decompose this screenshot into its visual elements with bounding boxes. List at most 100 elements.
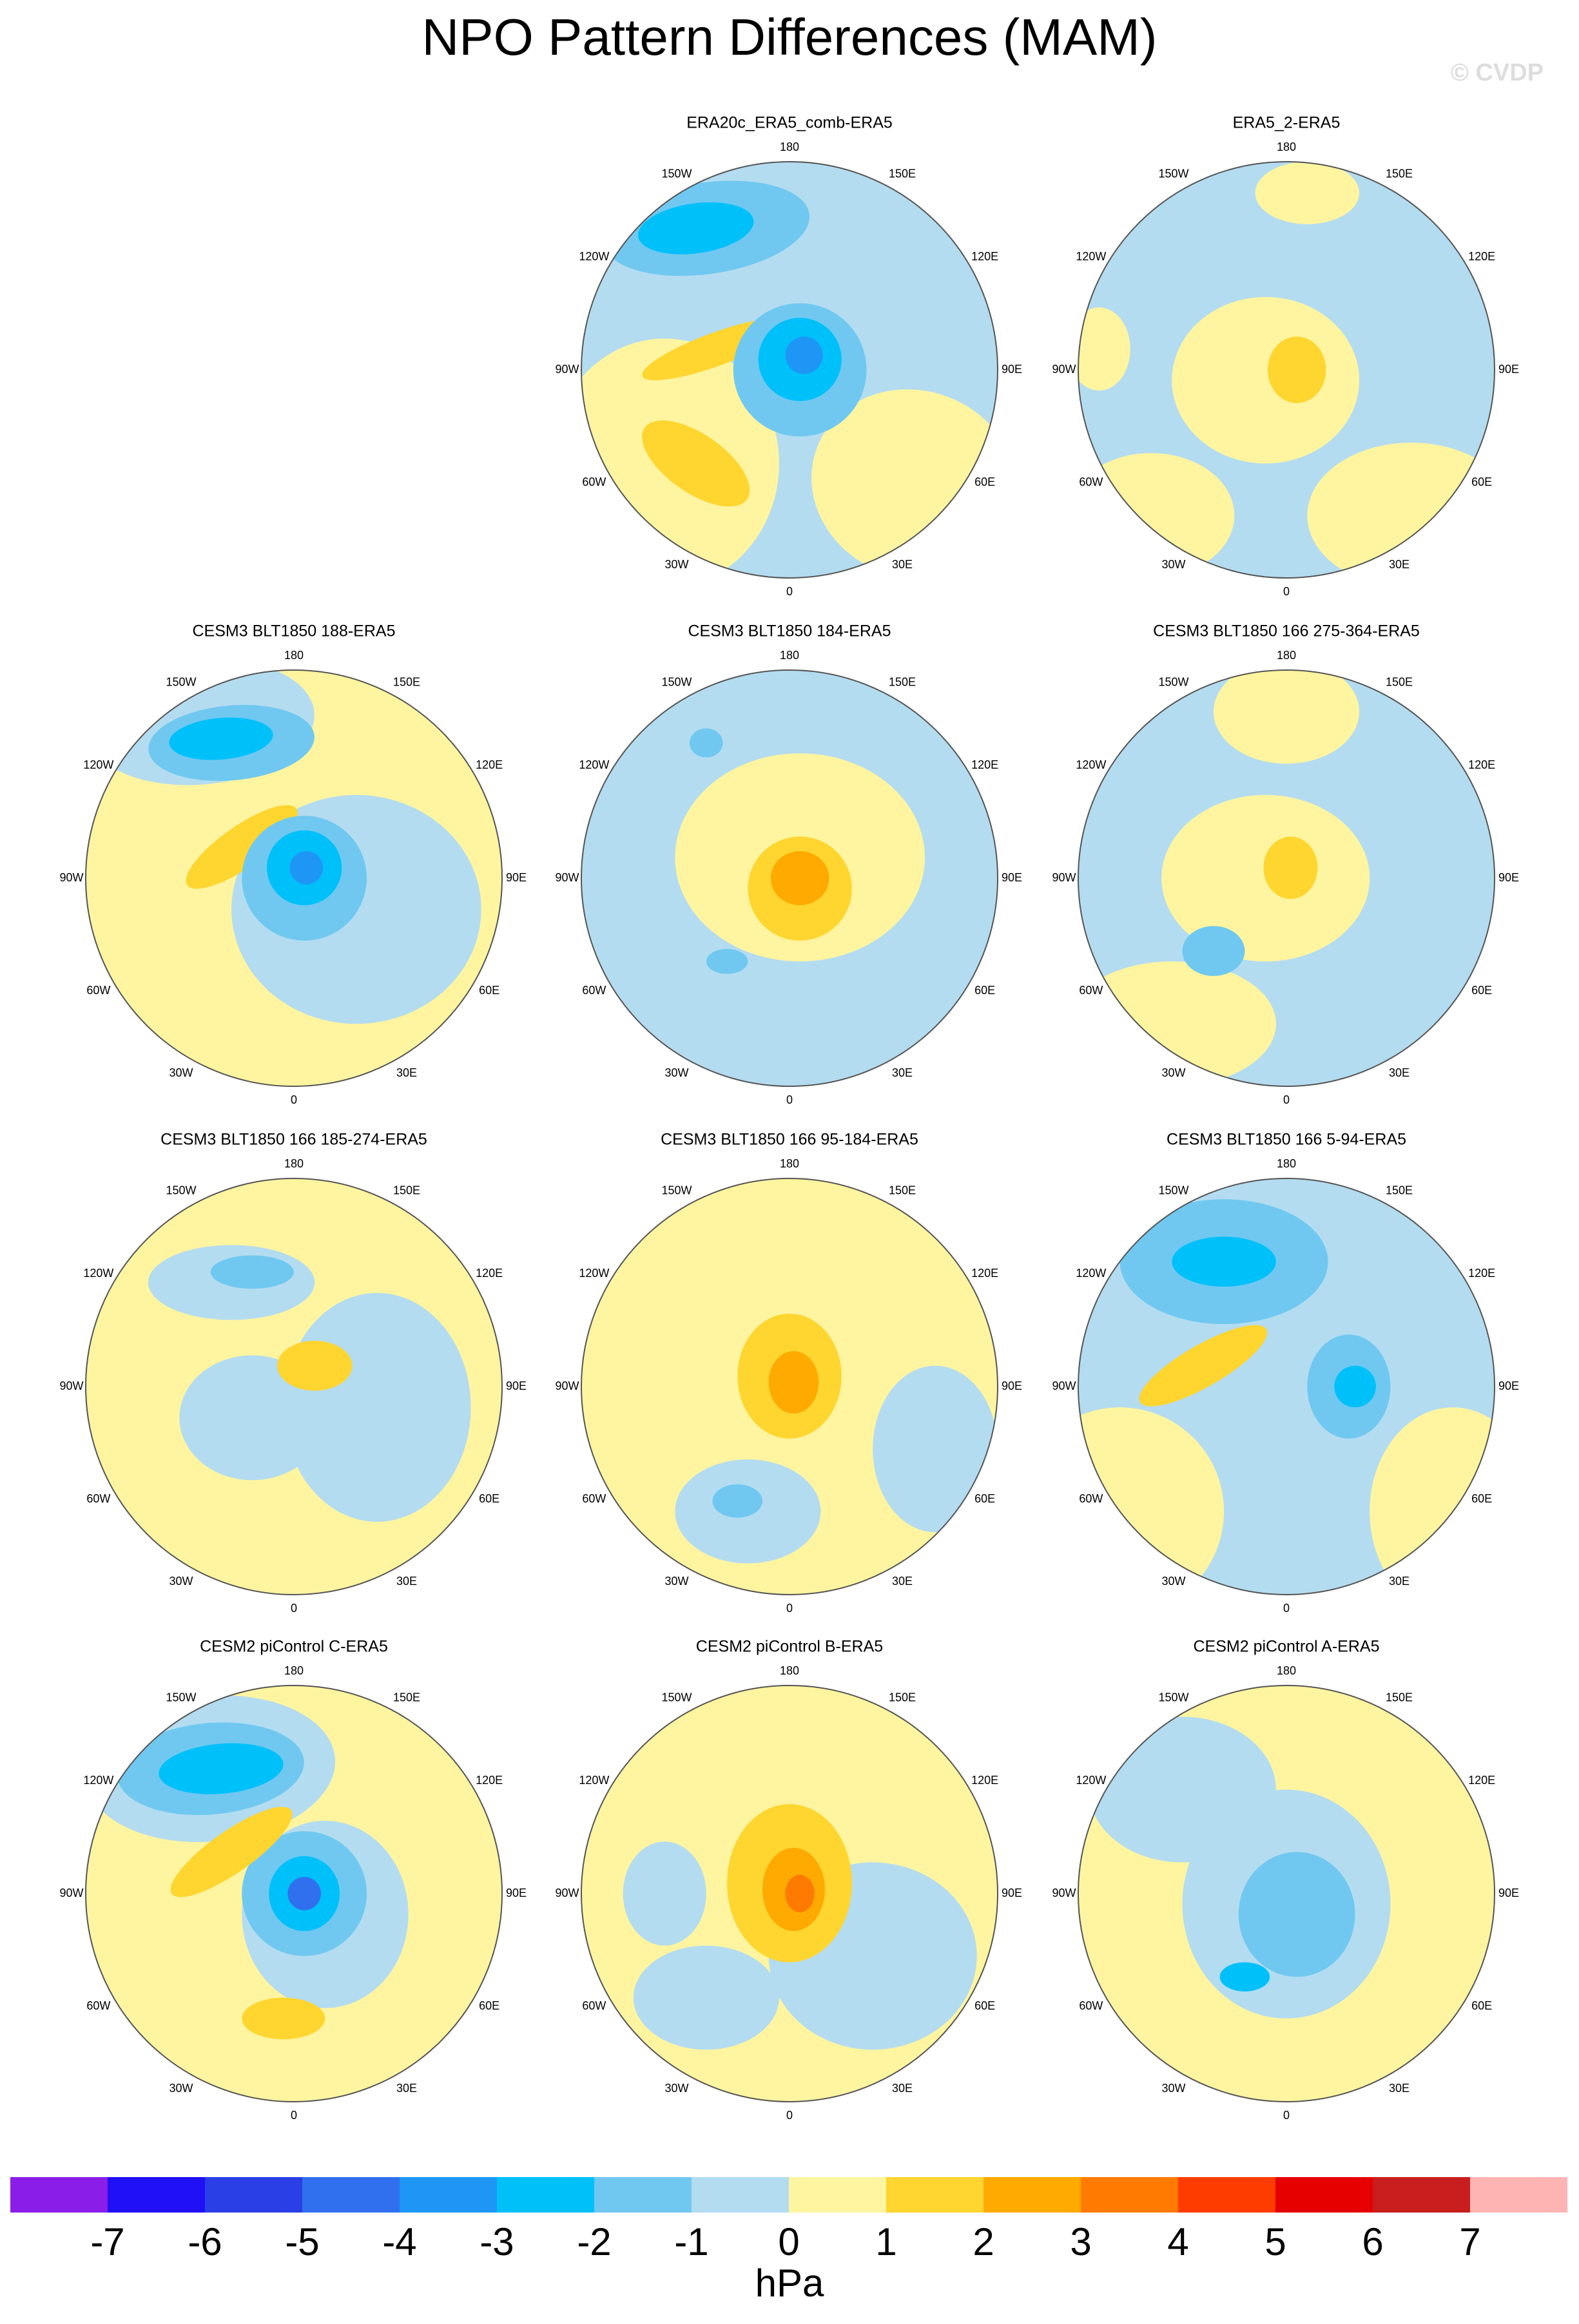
colorbar-label: -2 bbox=[577, 2220, 611, 2263]
longitude-label: 0 bbox=[786, 1093, 793, 1106]
longitude-label: 150E bbox=[1386, 676, 1413, 689]
longitude-label: 120E bbox=[1468, 1774, 1495, 1787]
longitude-label: 120W bbox=[1076, 1267, 1106, 1280]
colorbar-box bbox=[1373, 2177, 1470, 2213]
longitude-label: 0 bbox=[291, 1093, 297, 1106]
field-contour bbox=[186, 805, 298, 889]
longitude-label: 30W bbox=[169, 2082, 193, 2095]
longitude-label: 180 bbox=[1277, 140, 1296, 153]
colorbar-box bbox=[983, 2177, 1081, 2213]
colorbar-label: -7 bbox=[90, 2220, 124, 2263]
map-border bbox=[581, 669, 998, 1087]
longitude-label: 150E bbox=[1386, 168, 1413, 180]
longitude-label: 120W bbox=[579, 1267, 609, 1280]
map-field bbox=[581, 670, 998, 1086]
field-contour bbox=[1213, 670, 1360, 764]
longitude-label: 150W bbox=[166, 676, 196, 689]
field-contour bbox=[1172, 296, 1360, 464]
map-field bbox=[1078, 670, 1495, 1086]
field-contour bbox=[1307, 443, 1495, 578]
longitude-label: 180 bbox=[1277, 1157, 1296, 1170]
longitude-label: 90W bbox=[555, 871, 579, 884]
map-panel: CESM2 piControl A-ERA5 180 150E 120E 90E 60E 3… bbox=[1052, 1638, 1519, 2122]
colorbar-label: 6 bbox=[1362, 2220, 1383, 2263]
field-contour bbox=[277, 1340, 353, 1391]
field-contour bbox=[1078, 307, 1130, 391]
longitude-label: 180 bbox=[1277, 1664, 1296, 1677]
longitude-label: 30W bbox=[169, 1575, 193, 1588]
map-panel: CESM3 BLT1850 166 5-94-ERA5 180 150E 120E 90… bbox=[1052, 1131, 1519, 1615]
longitude-label: 180 bbox=[780, 1157, 799, 1170]
longitude-label: 30W bbox=[664, 558, 688, 571]
longitude-label: 150E bbox=[889, 168, 916, 180]
longitude-label: 60E bbox=[1471, 1492, 1492, 1505]
panel-title: CESM3 BLT1850 166 5-94-ERA5 bbox=[1167, 1131, 1406, 1149]
field-contour bbox=[633, 1945, 779, 2050]
longitude-label: 30W bbox=[664, 2082, 688, 2095]
map-panel: CESM3 BLT1850 188-ERA5 180 150E 120E 90E 60E 3… bbox=[59, 622, 527, 1106]
map-panel: CESM3 BLT1850 166 275-364-ERA5 180 150E 120… bbox=[1052, 622, 1519, 1106]
longitude-label: 90E bbox=[1498, 871, 1519, 884]
colorbar-label: 1 bbox=[875, 2220, 896, 2263]
longitude-label: 150W bbox=[661, 1184, 692, 1197]
field-contour bbox=[1334, 1365, 1376, 1408]
map-field bbox=[1078, 1685, 1495, 2102]
colorbar-box bbox=[302, 2177, 400, 2213]
field-contour bbox=[1219, 1962, 1270, 1992]
longitude-label: 120E bbox=[476, 1774, 503, 1787]
longitude-label: 150W bbox=[661, 1691, 692, 1704]
map-field bbox=[581, 162, 998, 578]
longitude-label: 120W bbox=[1076, 1774, 1106, 1787]
longitude-label: 30E bbox=[892, 1575, 913, 1588]
colorbar-label: -6 bbox=[188, 2220, 222, 2263]
panel-title: CESM3 BLT1850 188-ERA5 bbox=[193, 622, 396, 640]
panel-title: ERA5_2-ERA5 bbox=[1233, 114, 1341, 132]
longitude-label: 150W bbox=[1158, 1184, 1188, 1197]
colorbar-box bbox=[1275, 2177, 1373, 2213]
map-border bbox=[85, 1685, 503, 2102]
colorbar-box bbox=[497, 2177, 594, 2213]
longitude-label: 30E bbox=[1389, 558, 1409, 571]
field-contour bbox=[210, 1255, 294, 1289]
longitude-label: 30W bbox=[1161, 1575, 1185, 1588]
longitude-label: 90W bbox=[1052, 871, 1076, 884]
longitude-label: 150W bbox=[1158, 1691, 1188, 1704]
longitude-label: 90E bbox=[1002, 871, 1022, 884]
longitude-label: 180 bbox=[284, 1664, 304, 1677]
longitude-label: 60E bbox=[1471, 1999, 1492, 2012]
colorbar-label: 0 bbox=[778, 2220, 799, 2263]
longitude-label: 90E bbox=[506, 1379, 527, 1392]
colorbar-box bbox=[1178, 2177, 1275, 2213]
longitude-label: 60W bbox=[1079, 1492, 1103, 1505]
longitude-label: 150E bbox=[393, 1691, 420, 1704]
watermark: © CVDP bbox=[1451, 59, 1544, 86]
longitude-label: 0 bbox=[786, 585, 793, 598]
field-contour bbox=[637, 202, 754, 254]
longitude-label: 0 bbox=[291, 1602, 297, 1615]
longitude-label: 90E bbox=[1002, 1379, 1022, 1392]
panel-title: ERA20c_ERA5_comb-ERA5 bbox=[686, 114, 893, 132]
longitude-label: 0 bbox=[1283, 1602, 1290, 1615]
longitude-label: 0 bbox=[291, 2109, 297, 2122]
longitude-label: 60E bbox=[479, 1492, 499, 1505]
field-contour bbox=[1238, 1852, 1355, 1977]
map-panel: CESM3 BLT1850 166 185-274-ERA5 180 150E 120… bbox=[59, 1131, 527, 1615]
colorbar-box bbox=[108, 2177, 205, 2213]
longitude-label: 30W bbox=[664, 1066, 688, 1079]
map-field bbox=[581, 1178, 998, 1595]
panel-title: CESM3 BLT1850 184-ERA5 bbox=[688, 622, 891, 640]
longitude-label: 120W bbox=[1076, 250, 1106, 263]
longitude-label: 90E bbox=[1002, 363, 1022, 376]
field-contour bbox=[785, 336, 823, 374]
field-contour bbox=[289, 851, 324, 885]
longitude-label: 30E bbox=[1389, 1575, 1409, 1588]
panel-title: CESM2 piControl A-ERA5 bbox=[1193, 1638, 1379, 1656]
colorbar-box bbox=[10, 2177, 108, 2213]
field-contour bbox=[623, 1841, 706, 1946]
longitude-label: 120E bbox=[1468, 758, 1495, 771]
field-contour bbox=[768, 1351, 819, 1414]
longitude-label: 30E bbox=[396, 2082, 417, 2095]
longitude-label: 120E bbox=[1468, 250, 1495, 263]
longitude-label: 90W bbox=[59, 1379, 83, 1392]
field-contour bbox=[1263, 836, 1318, 899]
